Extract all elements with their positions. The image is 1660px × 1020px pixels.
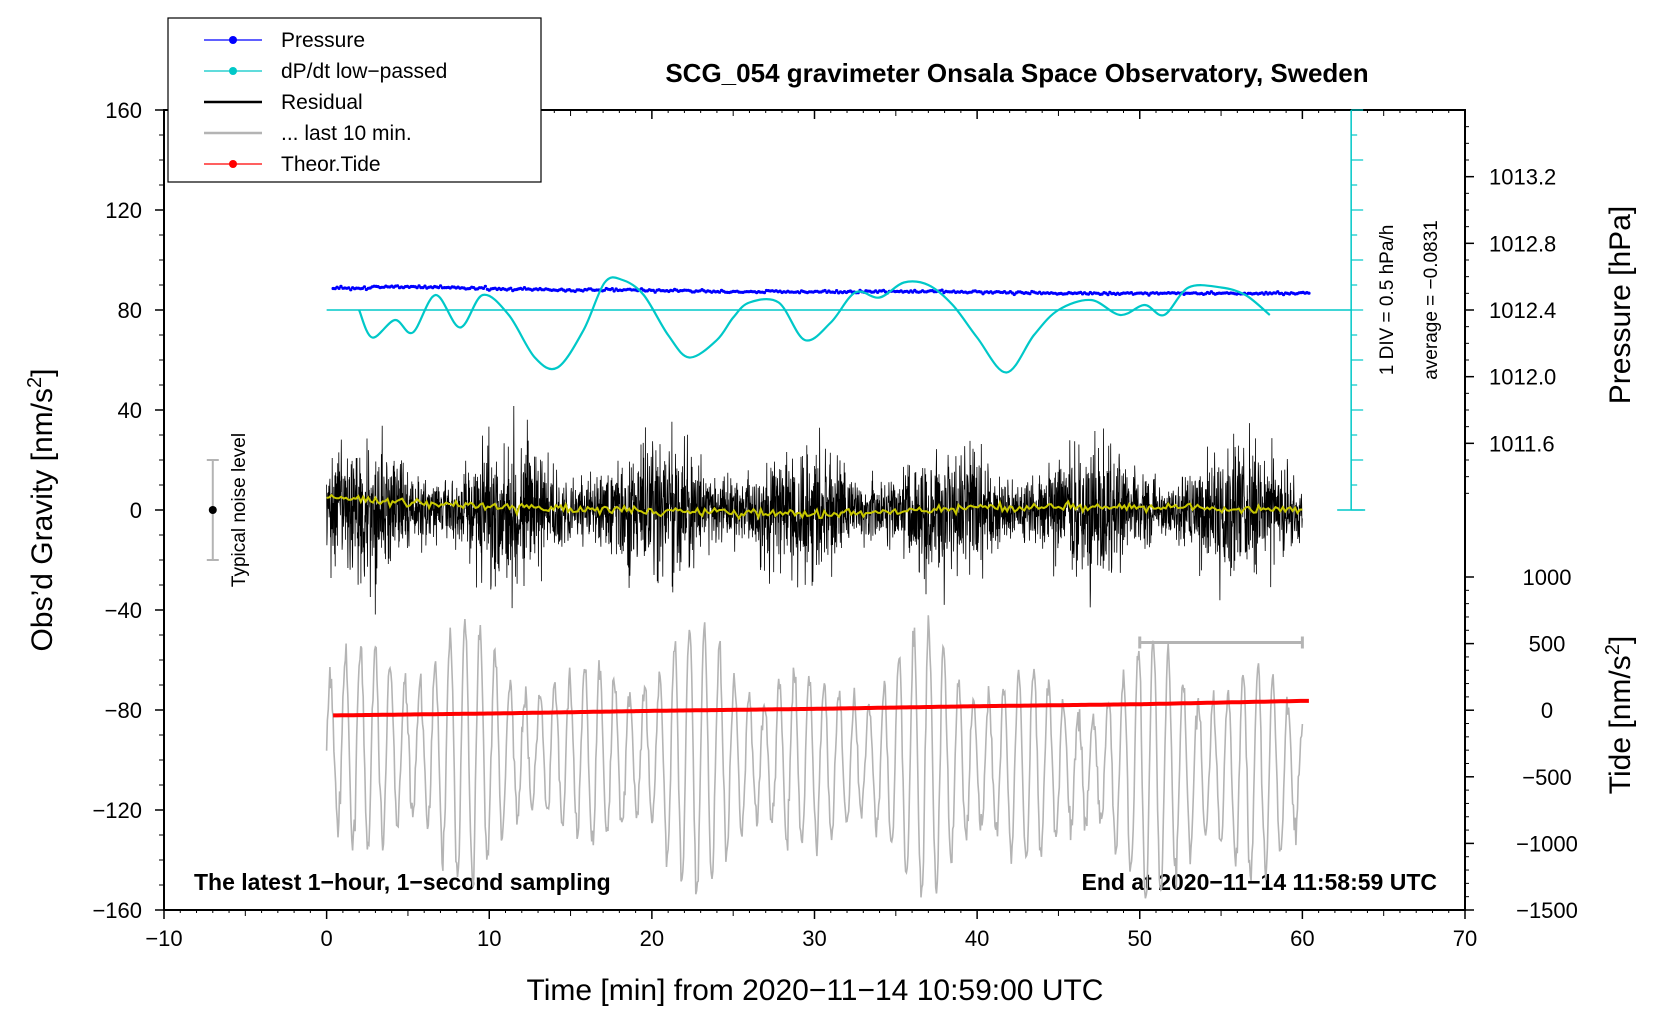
tide-tick-label: −1500 bbox=[1516, 898, 1578, 923]
legend-label: Theor.Tide bbox=[281, 153, 381, 176]
y-tick-label: 160 bbox=[105, 98, 142, 123]
legend-swatch-dot bbox=[229, 36, 237, 44]
legend-items: Pressure dP/dt low−passed Residual ... last… bbox=[204, 29, 447, 176]
data-series bbox=[206, 109, 1366, 899]
tide-title-main: Tide [nm/s bbox=[1604, 655, 1637, 794]
annotation-sampling: The latest 1−hour, 1−second sampling bbox=[194, 869, 611, 895]
y-tick-label: −160 bbox=[92, 898, 142, 923]
tide-series-line bbox=[333, 698, 1309, 718]
y-axis-title-end: ] bbox=[26, 369, 59, 377]
tide-title-end: ] bbox=[1604, 636, 1637, 644]
y-axis-title-pressure: Pressure [hPa] bbox=[1604, 206, 1637, 404]
legend: Pressure dP/dt low−passed Residual ... last… bbox=[167, 17, 542, 183]
y-tick-label: −80 bbox=[105, 698, 142, 723]
pressure-points bbox=[331, 284, 1311, 297]
y-tick-label: 120 bbox=[105, 198, 142, 223]
axis-ticks: −10 0 10 20 30 40 50 60 70 −160 −120 −80 −40 0 40 80 120… bbox=[92, 98, 1577, 951]
x-tick-label: −10 bbox=[145, 926, 182, 951]
dpdt-series-line bbox=[358, 276, 1271, 374]
legend-swatch-dot bbox=[229, 160, 237, 168]
legend-swatch-dot bbox=[229, 67, 237, 75]
pressure-tick-label: 1012.0 bbox=[1489, 365, 1556, 390]
annotation-end-time: End at 2020−11−14 11:58:59 UTC bbox=[1082, 869, 1437, 895]
tide-tick-label: 500 bbox=[1529, 632, 1566, 657]
x-tick-label: 10 bbox=[477, 926, 501, 951]
y-tick-label: −40 bbox=[105, 598, 142, 623]
y-tick-label: 80 bbox=[118, 298, 142, 323]
y-tick-label: 40 bbox=[118, 398, 142, 423]
dpdt-div-label: 1 DIV = 0.5 hPa/h bbox=[1377, 225, 1398, 376]
tide-title-sup: 2 bbox=[1602, 644, 1624, 655]
tide-tick-label: 1000 bbox=[1523, 565, 1572, 590]
dpdt-average-label: average = −0.0831 bbox=[1421, 220, 1442, 380]
residual-smooth-line bbox=[326, 493, 1303, 521]
x-tick-label: 30 bbox=[802, 926, 826, 951]
x-tick-label: 60 bbox=[1290, 926, 1314, 951]
x-tick-label: 40 bbox=[965, 926, 989, 951]
y-tick-label: 0 bbox=[130, 498, 142, 523]
pressure-tick-label: 1012.8 bbox=[1489, 231, 1556, 256]
legend-label: ... last 10 min. bbox=[281, 122, 412, 145]
x-tick-label: 20 bbox=[640, 926, 664, 951]
pressure-tick-label: 1011.6 bbox=[1489, 431, 1555, 456]
y-axis-title-tide: Tide [nm/s2] bbox=[1602, 636, 1637, 794]
tide-tick-label: −500 bbox=[1522, 765, 1572, 790]
tide-tick-label: −1000 bbox=[1516, 831, 1578, 856]
noise-bar-dot bbox=[208, 506, 217, 514]
y-axis-title-gravity: Obs’d Gravity [nm/s2] bbox=[24, 369, 59, 652]
y-tick-label: −120 bbox=[92, 798, 142, 823]
residual-series-line bbox=[326, 405, 1303, 615]
x-tick-label: 0 bbox=[321, 926, 333, 951]
last10-series-line bbox=[325, 615, 1304, 899]
legend-box bbox=[167, 17, 542, 183]
y-axis-title-sup: 2 bbox=[24, 377, 46, 388]
pressure-series bbox=[331, 284, 1311, 297]
chart-title: SCG_054 gravimeter Onsala Space Observat… bbox=[665, 58, 1368, 88]
legend-label: dP/dt low−passed bbox=[281, 60, 447, 83]
noise-label: Typical noise level bbox=[229, 433, 250, 587]
x-tick-label: 70 bbox=[1453, 926, 1477, 951]
pressure-tick-label: 1013.2 bbox=[1489, 165, 1556, 190]
legend-label: Residual bbox=[281, 91, 363, 114]
legend-label: Pressure bbox=[281, 29, 365, 52]
y-axis-title-main: Obs’d Gravity [nm/s bbox=[26, 388, 59, 651]
tide-tick-label: 0 bbox=[1541, 698, 1553, 723]
x-axis-title: Time [min] from 2020−11−14 10:59:00 UTC bbox=[527, 974, 1104, 1007]
pressure-tick-label: 1012.4 bbox=[1489, 298, 1556, 323]
x-tick-label: 50 bbox=[1128, 926, 1152, 951]
